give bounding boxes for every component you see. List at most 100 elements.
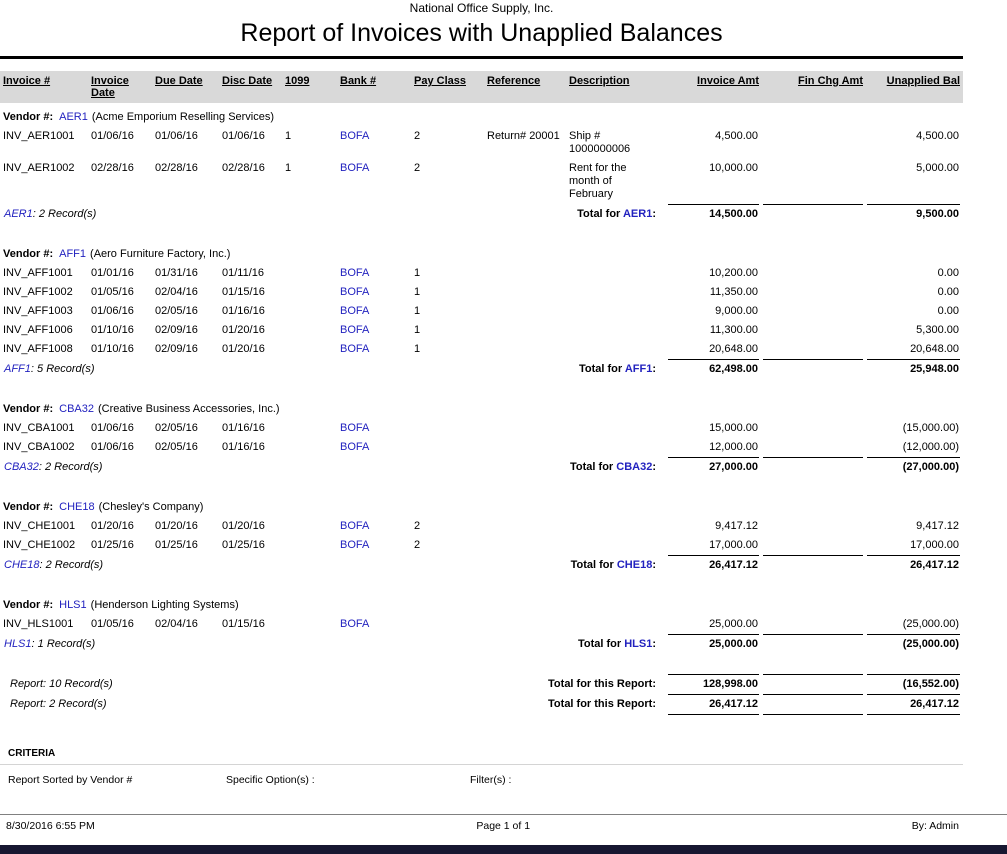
vendor-code: CHE18 [616,559,653,571]
pay-class [414,438,487,457]
vendor-total-label: Total for CBA32: [570,461,656,473]
invoice-row: INV_AER1002 02/28/16 02/28/16 02/28/16 1 BOFA… [0,159,963,204]
pay-class: 2 [414,130,421,142]
invoice-row: INV_AER1001 01/06/16 01/06/16 01/06/16 1 BOFA… [0,127,963,159]
pay-class: 1 [414,267,421,279]
flag-1099 [285,283,340,302]
report-total-invoice-amt: 26,417.12 [668,694,759,715]
pay-class: 1 [414,343,421,355]
reference [487,302,569,321]
invoice-row: INV_CBA1002 01/06/16 02/05/16 01/16/16 BOFA 1… [0,438,963,457]
column-header-text: Disc Date [222,75,273,87]
bank-number: BOFA [340,267,370,279]
unapplied-bal: 17,000.00 [910,539,959,551]
invoice-amt: 25,000.00 [709,618,758,630]
column-header-disc-date: Disc Date [222,75,285,99]
invoice-amt: 11,300.00 [709,324,758,336]
reference [487,615,569,634]
vendor-total-row: CHE18: 2 Record(s) Total for CHE18: 26,417… [0,555,963,574]
description: Rent for the month of February [569,162,627,200]
fin-chg-amt [759,517,863,536]
invoice-date: 01/05/16 [91,286,134,298]
vendor-header: Vendor #: CBA32 (Creative Business Accesso… [0,399,1007,419]
invoice-date: 01/06/16 [91,305,134,317]
fin-chg-amt [759,321,863,340]
company-name: National Office Supply, Inc. [409,1,554,15]
column-header-unapplied-bal: Unapplied Bal [863,75,960,99]
flag-1099 [285,517,340,536]
invoice-row: INV_AFF1006 01/10/16 02/09/16 01/20/16 BOFA 1… [0,321,963,340]
report-total-row: Report: 2 Record(s) Total for this Report… [0,694,963,715]
vendor-total-label: Total for HLS1: [577,638,656,650]
vendor-total-fin-chg-amt [763,204,863,223]
flag-1099 [285,340,340,359]
column-header-text: Due Date [155,75,203,87]
flag-1099 [285,264,340,283]
disc-date: 01/16/16 [222,305,265,317]
vendor-header: Vendor #: AER1 (Acme Emporium Reselling Se… [0,107,1007,127]
reference [487,438,569,457]
vendor-code: CBA32 [4,461,39,473]
reference [487,264,569,283]
report-record-count: Report: 2 Record(s) [10,698,107,710]
description [569,340,664,359]
invoice-date: 01/06/16 [91,130,134,142]
vendor-number-label: Vendor #: [3,599,54,611]
reference [487,283,569,302]
invoice-number: INV_HLS1001 [3,618,74,630]
pay-class: 1 [414,324,421,336]
bank-number: BOFA [340,343,370,355]
bank-number: BOFA [340,286,370,298]
fin-chg-amt [759,159,863,204]
report-record-count: Report: 10 Record(s) [10,678,113,690]
invoice-amt: 10,000.00 [709,162,758,174]
vendor-total-invoice-amt: 27,000.00 [668,457,759,476]
disc-date: 01/11/16 [222,267,265,279]
invoice-amt: 9,417.12 [715,520,758,532]
invoice-date: 02/28/16 [91,162,134,174]
vendor-name: (Aero Furniture Factory, Inc.) [90,248,231,260]
pay-class: 1 [414,286,421,298]
invoice-amt: 4,500.00 [715,130,758,142]
invoice-amt: 9,000.00 [715,305,758,317]
invoice-date: 01/10/16 [91,324,134,336]
unapplied-bal: (12,000.00) [902,441,959,453]
footer-page-number: Page 1 of 1 [476,820,531,832]
due-date: 01/31/16 [155,267,198,279]
invoice-row: INV_AFF1001 01/01/16 01/31/16 01/11/16 BOFA 1… [0,264,963,283]
report-total-label: Total for this Report: [548,678,656,690]
invoice-row: INV_HLS1001 01/05/16 02/04/16 01/15/16 BOFA 2… [0,615,963,634]
invoice-date: 01/06/16 [91,422,134,434]
disc-date: 01/15/16 [222,618,265,630]
flag-1099 [285,536,340,555]
column-header-text: Invoice Date [91,75,129,99]
pay-class [414,419,487,438]
description [569,517,664,536]
reference [487,419,569,438]
invoice-row: INV_CHE1001 01/20/16 01/20/16 01/20/16 BOFA 2… [0,517,963,536]
column-header-reference: Reference [487,75,569,99]
fin-chg-amt [759,127,863,159]
pay-class: 1 [414,305,421,317]
vendor-name: (Acme Emporium Reselling Services) [91,111,275,123]
title-rule [0,56,963,59]
invoice-amt: 20,648.00 [709,343,758,355]
vendor-code: AER1 [4,208,33,220]
bank-number: BOFA [340,422,370,434]
vendor-group-hls1: Vendor #: HLS1 (Henderson Lighting Systems… [0,595,1007,653]
vendor-total-unapplied-bal: 9,500.00 [867,204,960,223]
vendor-total-row: AFF1: 5 Record(s) Total for AFF1: 62,498.0… [0,359,963,378]
flag-1099 [285,438,340,457]
vendor-name: (Henderson Lighting Systems) [90,599,239,611]
column-header-description: Description [569,75,664,99]
invoice-number: INV_AFF1008 [3,343,73,355]
fin-chg-amt [759,615,863,634]
vendor-code: HLS1 [59,599,87,611]
due-date: 02/09/16 [155,343,198,355]
unapplied-bal: 20,648.00 [910,343,959,355]
invoice-date: 01/06/16 [91,441,134,453]
pay-class: 2 [414,520,421,532]
invoice-amt: 12,000.00 [709,441,758,453]
fin-chg-amt [759,419,863,438]
